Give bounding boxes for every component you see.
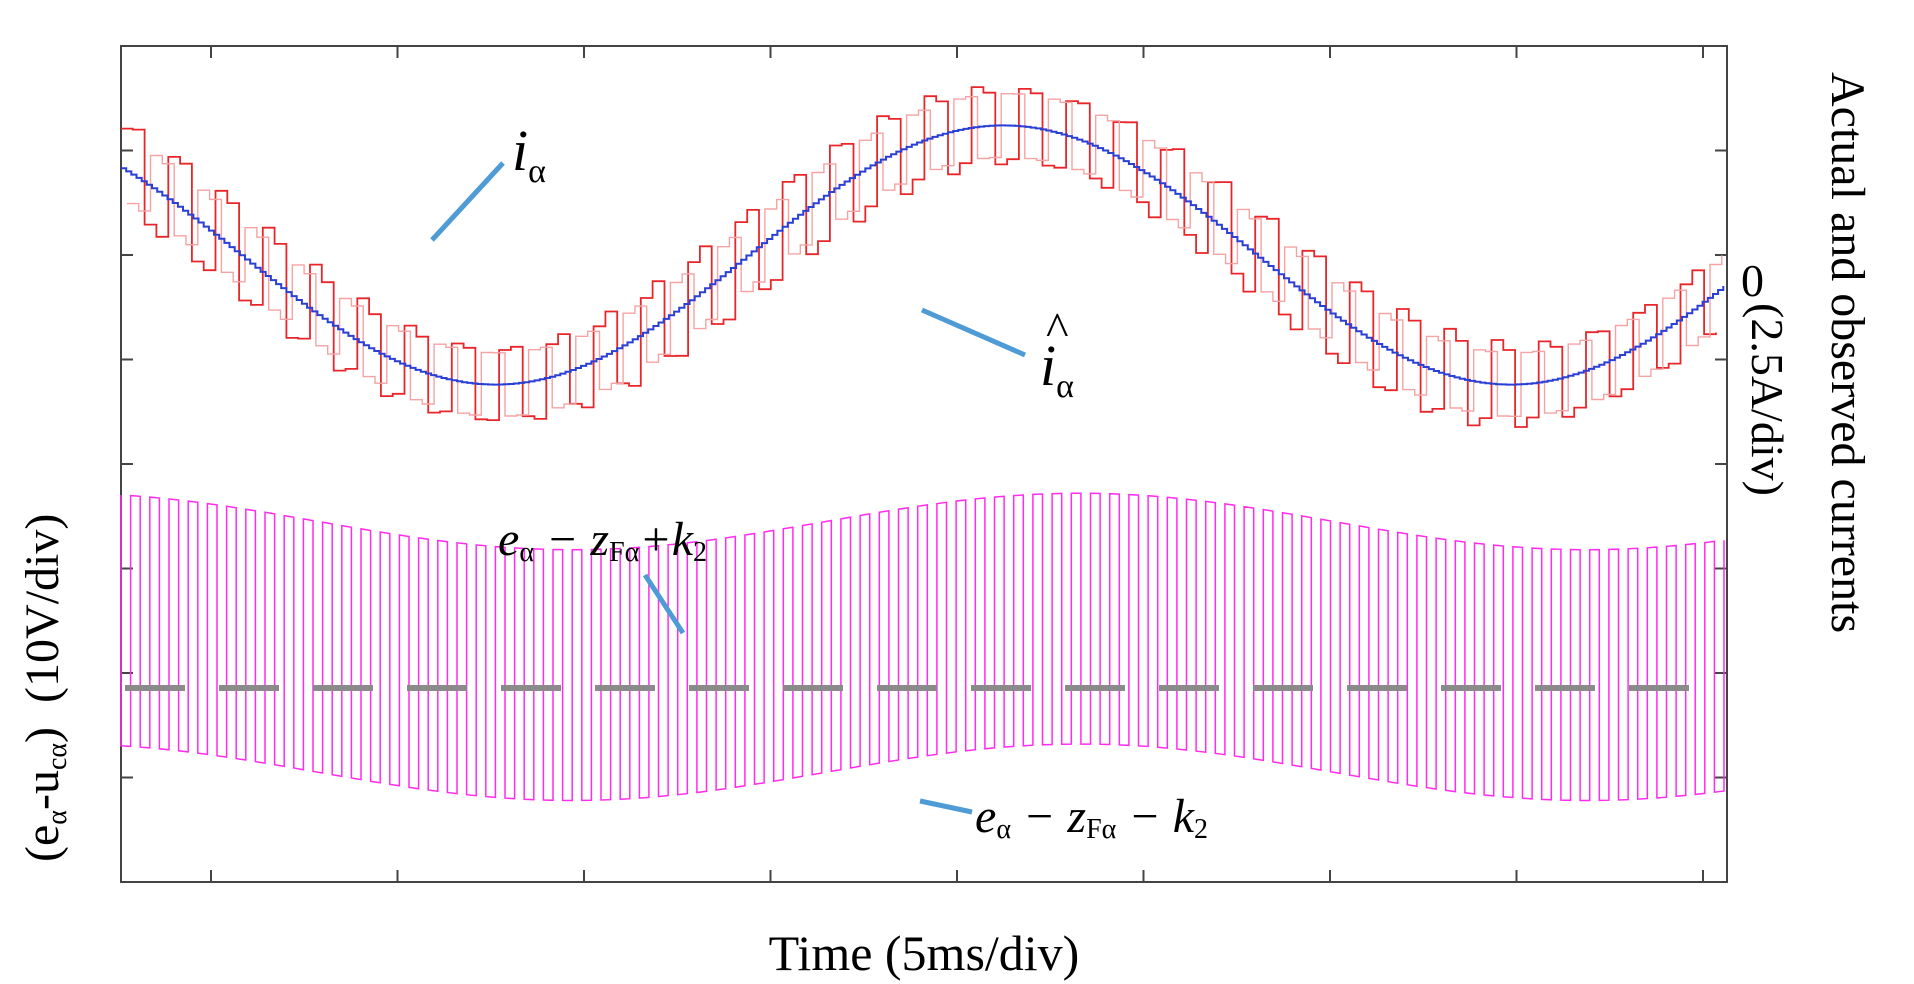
label-lower-envelope: eα − zFα − k2: [975, 790, 1208, 845]
callout-lower-envelope: [919, 798, 973, 815]
y-axis-left-label: (eα-ucα)(10V/div): [16, 514, 73, 862]
y-axis-right-unit: (2.5A/div): [1742, 303, 1793, 496]
zero-label: 0: [1741, 255, 1764, 306]
label-i-alpha-hat: iα: [1040, 333, 1074, 405]
callout-upper-envelope: [642, 573, 686, 635]
label-i-alpha: iα: [512, 118, 546, 190]
y-axis-right-label: Actual and observed currents: [1821, 72, 1874, 633]
series-line-voltage-switching: [120, 492, 1725, 802]
callout-i-alpha-hat: [920, 307, 1027, 358]
label-upper-envelope: eα − zFα+k2: [498, 513, 707, 568]
label-i-alpha-hat-caret: ^: [1046, 303, 1069, 356]
x-axis-label: Time (5ms/div): [769, 925, 1080, 981]
series-line-i-alpha-hat: [121, 124, 1725, 386]
callout-i-alpha: [430, 161, 505, 242]
axis-ticks: [121, 46, 1727, 882]
series-line-i-alpha: [121, 86, 1717, 428]
series-line-i-alpha-ripple: [126, 93, 1723, 417]
